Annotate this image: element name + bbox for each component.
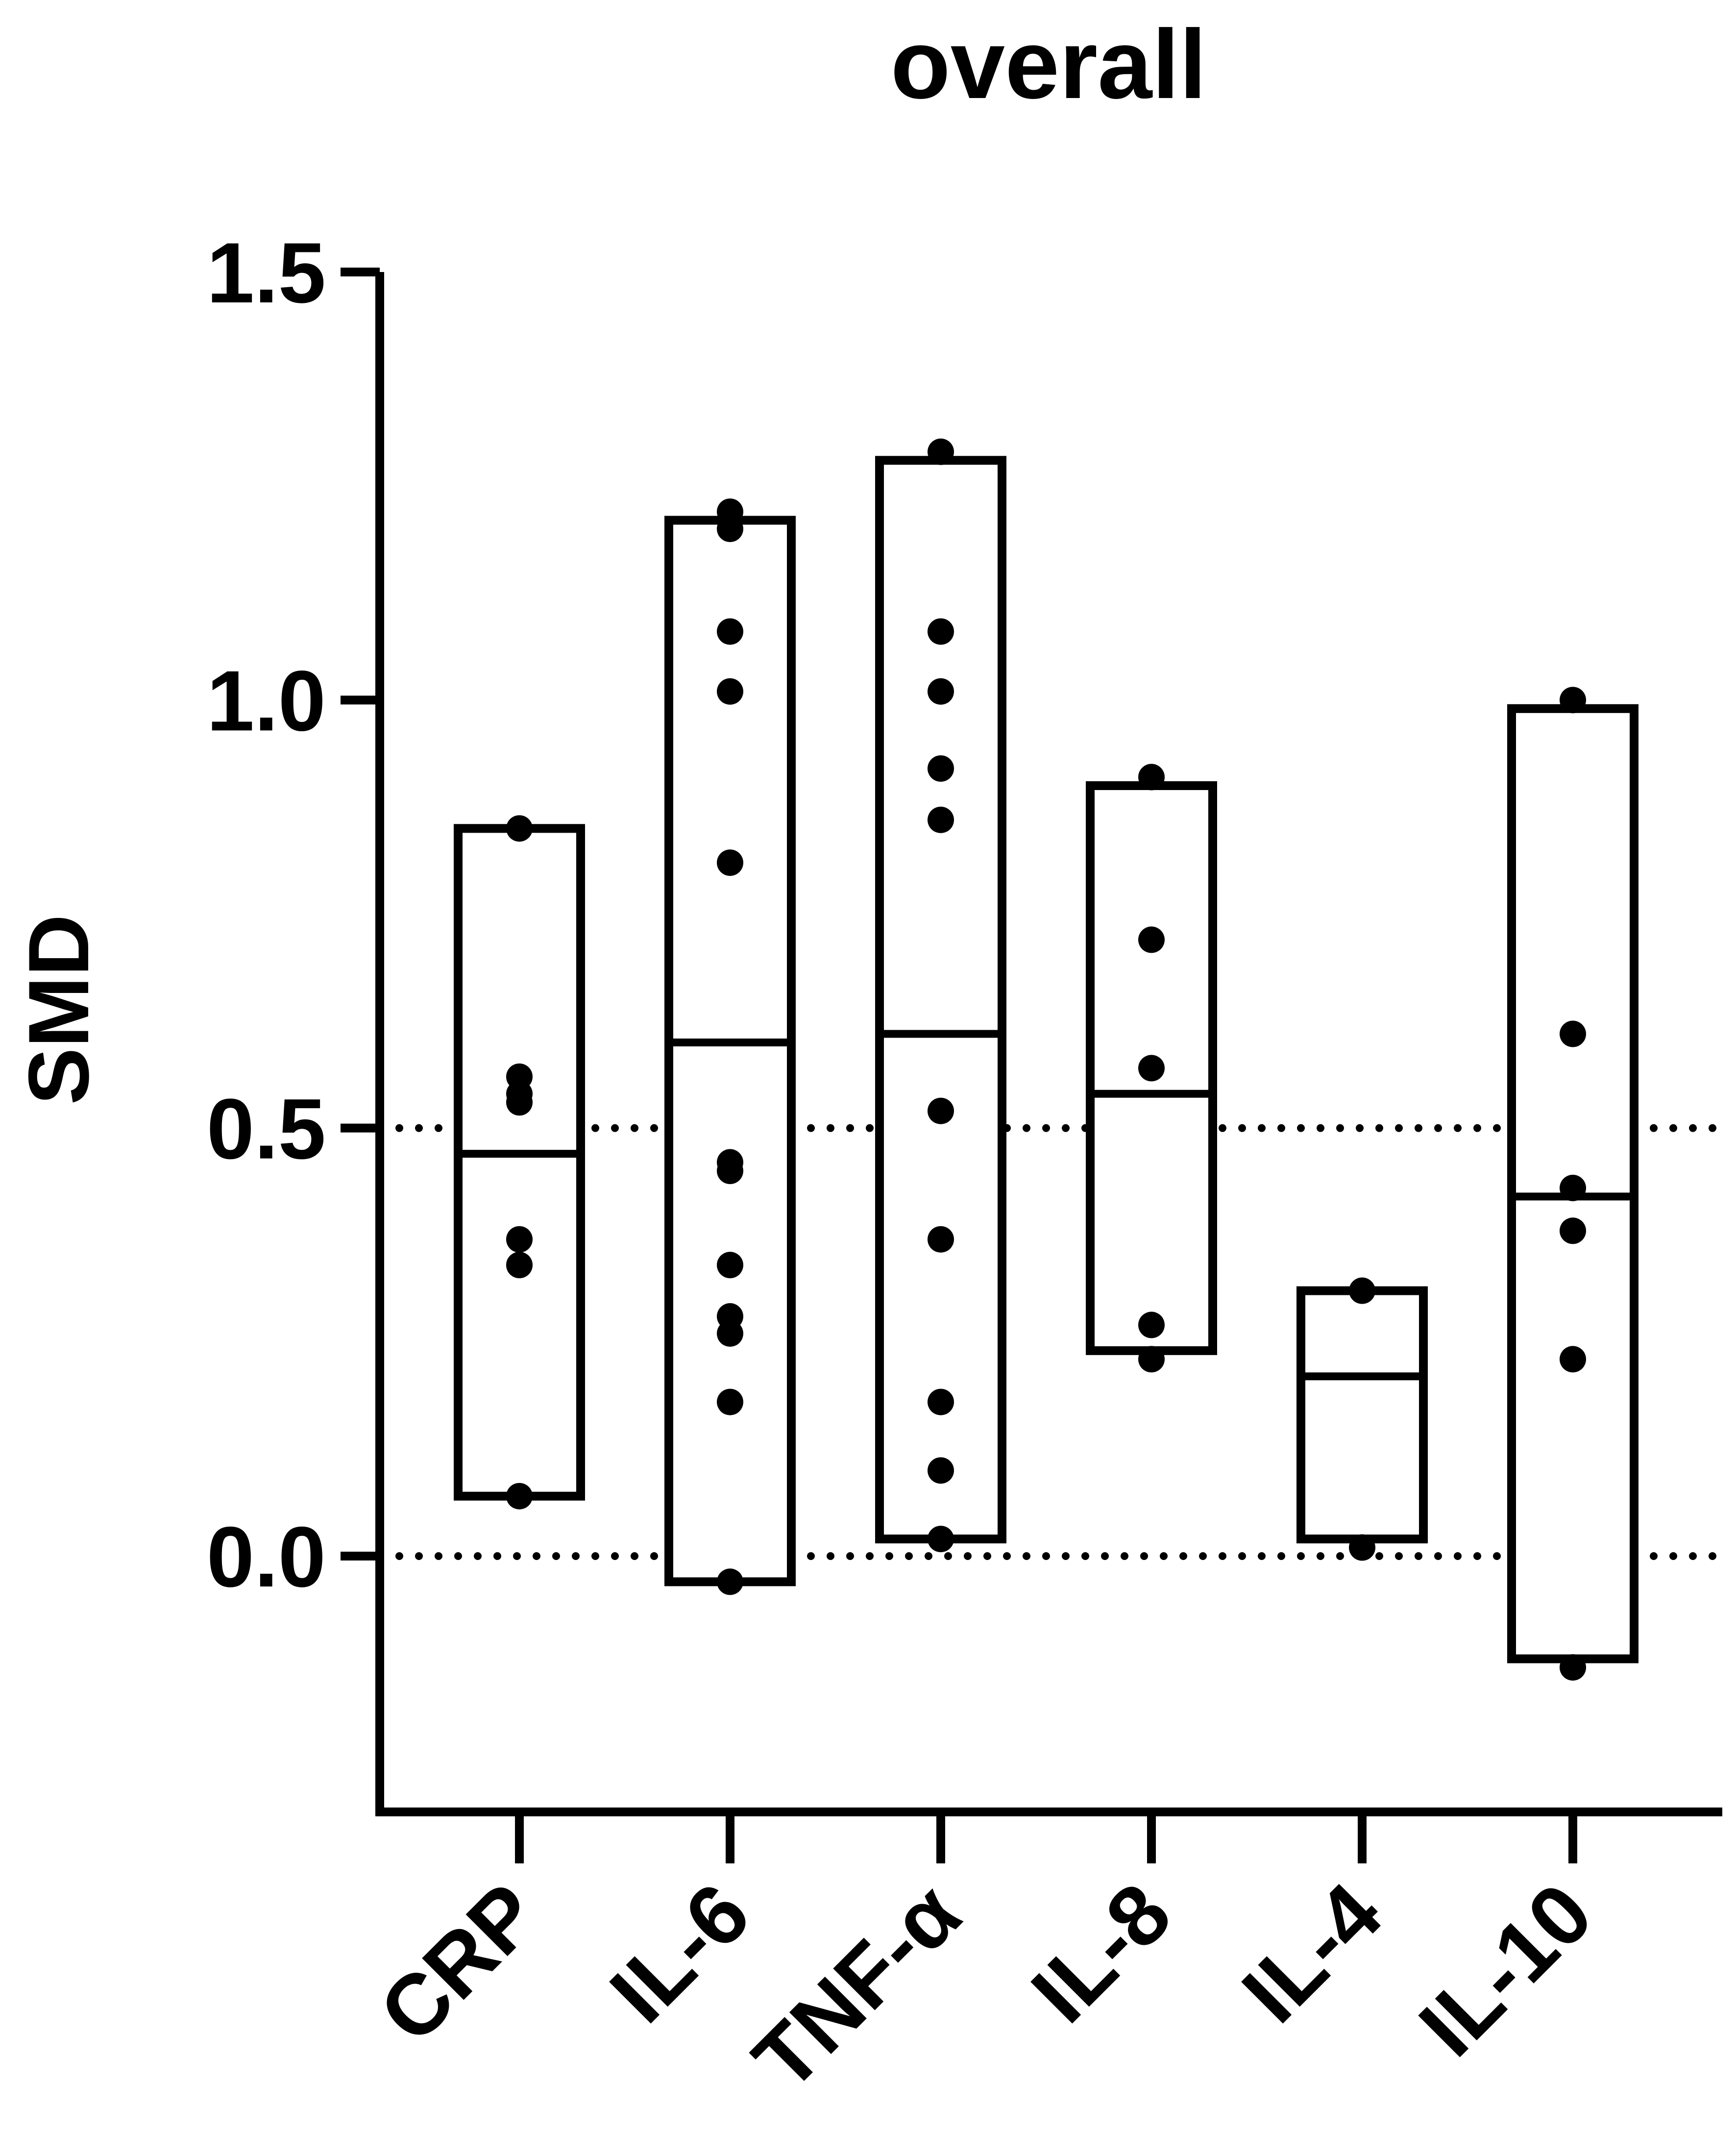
y-tick-label: 1.5 [207,225,326,321]
data-points [506,438,1586,1681]
data-point [928,806,954,833]
data-point [1560,1020,1586,1047]
data-point [928,755,954,782]
data-point [717,516,743,542]
data-point [717,1320,743,1347]
data-point [1138,764,1165,791]
data-point [928,1388,954,1415]
x-tick-label: IL-4 [1224,1865,1400,2041]
data-point [717,1158,743,1184]
data-point [506,1089,533,1116]
y-tick-label: 0.0 [207,1510,326,1605]
data-point [717,849,743,876]
data-point [928,1526,954,1553]
data-point [1560,1346,1586,1373]
data-point [717,1252,743,1279]
data-point [928,678,954,705]
x-tick-label: CRP [362,1865,557,2061]
data-point [717,678,743,705]
data-point [717,1568,743,1595]
data-point [1349,1277,1375,1304]
x-tick-label: TNF-α [735,1865,978,2108]
data-point [717,618,743,645]
data-point [506,815,533,842]
data-point [1138,1312,1165,1338]
x-tick-label: IL-10 [1401,1865,1611,2075]
data-point [506,1252,533,1279]
y-tick-label: 0.5 [207,1082,326,1177]
data-point [1138,926,1165,953]
boxes [454,456,1638,1663]
data-point [1138,1346,1165,1373]
data-point [928,618,954,645]
x-tick-label: IL-8 [1014,1865,1189,2041]
data-point [1560,1217,1586,1244]
box-0 [454,824,585,1501]
data-point [928,1226,954,1253]
box-4 [1296,1286,1428,1544]
data-point [1560,687,1586,714]
data-point [506,1483,533,1510]
data-point [928,1457,954,1484]
data-point [928,438,954,465]
reference-lines [376,1124,1726,1560]
data-point [1138,1055,1165,1082]
data-point [928,1097,954,1124]
y-tick-label: 1.0 [207,653,326,749]
x-tick-label: IL-6 [592,1865,768,2041]
data-point [506,1226,533,1253]
y-axis-title: SMD [11,915,107,1105]
y-axis-ticks: 0.0 0.5 1.0 1.5 [207,225,380,1605]
chart-title: overall [891,10,1207,119]
data-point [1560,1654,1586,1681]
data-point [717,1388,743,1415]
data-point [1560,1174,1586,1201]
data-point [1349,1534,1375,1561]
